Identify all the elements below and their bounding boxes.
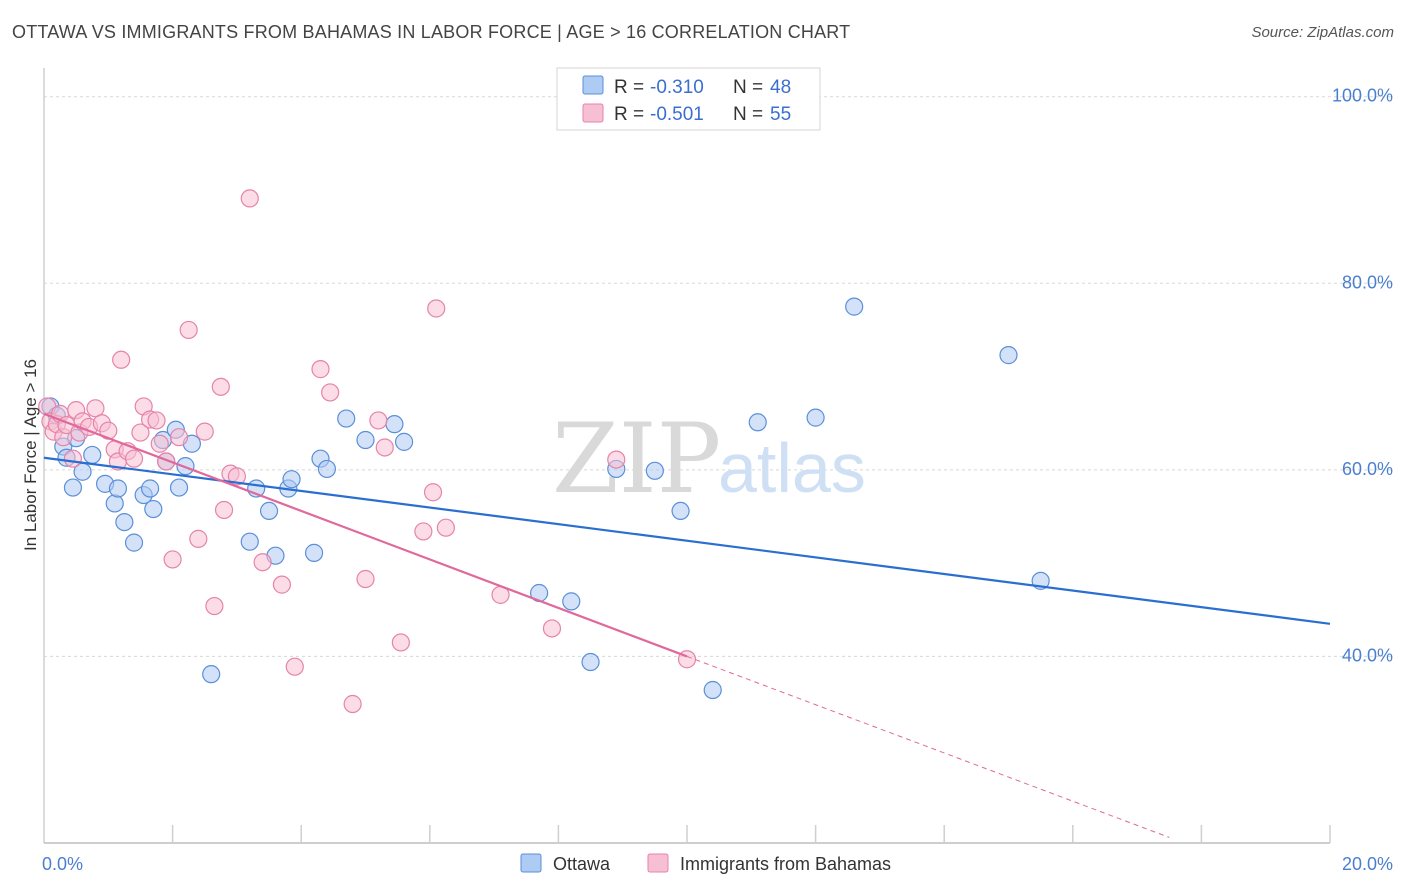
y-tick-label: 100.0%	[1332, 86, 1393, 106]
series-legend-swatch-ottawa	[520, 853, 542, 873]
legend-r-label-1: R =	[614, 77, 644, 98]
bahamas-point	[195, 422, 214, 441]
trend-layer	[43, 412, 1331, 838]
y-tick-label: 80.0%	[1342, 272, 1393, 292]
bahamas-point	[227, 467, 246, 486]
ottawa-point	[240, 532, 259, 551]
bahamas-point	[131, 423, 150, 442]
y-axis-title: In Labor Force | Age > 16	[21, 359, 40, 551]
series-legend-label-ottawa: Ottawa	[553, 854, 611, 874]
bahamas-point	[240, 189, 259, 208]
watermark-atlas: atlas	[718, 429, 866, 507]
ottawa-point	[282, 470, 301, 489]
series-legend: Ottawa Immigrants from Bahamas	[520, 853, 891, 874]
bahamas-trend-extension	[686, 655, 1170, 838]
ottawa-point	[169, 478, 189, 497]
bahamas-point	[112, 350, 131, 369]
bahamas-point	[205, 596, 224, 616]
ottawa-point	[304, 543, 324, 562]
bahamas-point	[147, 411, 166, 430]
ottawa-point	[317, 459, 337, 479]
bahamas-point	[391, 633, 410, 652]
ottawa-point	[83, 445, 102, 465]
ottawa-point	[748, 413, 767, 432]
ottawa-point	[140, 479, 160, 498]
bahamas-point	[253, 553, 272, 572]
ottawa-point	[394, 432, 414, 451]
bahamas-point	[414, 522, 433, 541]
ottawa-point	[385, 415, 404, 434]
bahamas-point	[163, 550, 182, 569]
bahamas-point	[211, 377, 230, 396]
ottawa-point	[562, 592, 581, 611]
correlation-legend: R = -0.310 N = 48 R = -0.501 N = 55	[556, 67, 821, 131]
bahamas-point	[124, 449, 144, 468]
ottawa-point	[259, 501, 279, 521]
ottawa-point	[108, 479, 128, 498]
ottawa-point	[581, 652, 600, 672]
bahamas-point	[63, 449, 83, 468]
watermark: ZIP atlas	[552, 403, 866, 515]
bahamas-point	[375, 438, 394, 457]
ottawa-point	[999, 346, 1018, 365]
legend-swatch-ottawa	[582, 75, 604, 95]
y-tick-label: 60.0%	[1342, 459, 1393, 479]
ottawa-point	[671, 501, 690, 521]
bahamas-point	[214, 500, 234, 520]
chart-source: Source: ZipAtlas.com	[1251, 24, 1394, 41]
bahamas-point	[369, 411, 388, 430]
legend-swatch-bahamas	[582, 103, 604, 123]
bahamas-point	[179, 320, 198, 340]
legend-r-value-2: -0.501	[650, 104, 704, 125]
bahamas-point	[311, 360, 330, 379]
series-legend-swatch-bahamas	[647, 853, 669, 873]
ottawa-point	[703, 680, 722, 700]
chart-title: OTTAWA VS IMMIGRANTS FROM BAHAMAS IN LAB…	[12, 22, 851, 42]
ottawa-point	[845, 297, 864, 316]
ottawa-point	[144, 499, 163, 519]
ottawa-point	[806, 408, 825, 427]
bahamas-trend-line	[43, 412, 688, 658]
x-tick-label: 20.0%	[1342, 854, 1393, 874]
x-tick-label: 0.0%	[42, 854, 83, 874]
bahamas-point	[436, 518, 455, 537]
axes-layer: 100.0% 80.0% 60.0% 40.0% 0.0% 20.0%	[42, 68, 1393, 874]
ottawa-point	[356, 430, 375, 450]
watermark-zip: ZIP	[552, 403, 721, 515]
ottawa-point	[645, 461, 664, 480]
ottawa-point	[115, 513, 134, 532]
legend-n-label-1: N =	[733, 77, 763, 98]
y-tick-label: 40.0%	[1342, 645, 1393, 665]
bahamas-point	[343, 694, 362, 714]
ottawa-point	[202, 665, 221, 684]
bahamas-point	[423, 483, 443, 502]
ottawa-point	[105, 494, 124, 513]
legend-r-value-1: -0.310	[650, 77, 704, 98]
ottawa-point	[337, 409, 356, 428]
bahamas-point	[285, 657, 304, 676]
legend-n-value-2: 55	[770, 104, 791, 125]
bahamas-point	[272, 575, 292, 594]
bahamas-point	[150, 434, 169, 453]
legend-r-label-2: R =	[614, 104, 644, 125]
bahamas-point	[321, 383, 340, 402]
points-layer	[38, 189, 1050, 714]
bahamas-point	[356, 569, 375, 589]
bahamas-point	[169, 428, 189, 447]
bahamas-point	[542, 619, 562, 638]
legend-n-value-1: 48	[770, 77, 791, 98]
grid-layer	[44, 96, 1392, 657]
bahamas-point	[189, 529, 208, 548]
ottawa-point	[63, 478, 83, 497]
legend-n-label-2: N =	[733, 104, 763, 125]
ottawa-point	[124, 533, 144, 552]
bahamas-point	[607, 450, 626, 469]
series-legend-label-bahamas: Immigrants from Bahamas	[680, 854, 891, 874]
ottawa-trend-line	[43, 456, 1331, 625]
bahamas-point	[427, 299, 446, 318]
